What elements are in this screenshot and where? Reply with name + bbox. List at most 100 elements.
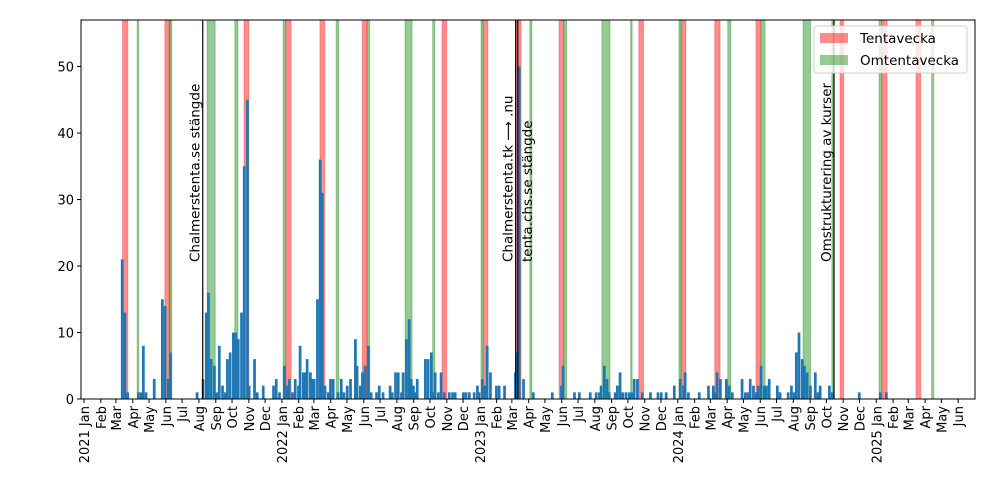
x-tick-label: May [143,406,158,433]
histogram-bar [215,392,218,399]
histogram-bar [683,372,687,399]
histogram-bar [413,392,417,399]
histogram-bar [396,372,400,399]
histogram-bar [743,392,747,399]
event-label: Chalmerstenta.se stängde [188,84,204,262]
histogram-bar [765,385,768,399]
legend-box [813,25,968,74]
histogram-bar [429,352,433,399]
x-tick-label: Mar [110,405,125,430]
x-tick-label: 2025 Jan [870,406,885,463]
omtentavecka-band [678,19,682,400]
histogram-bar [298,345,302,399]
histogram-bar [495,385,498,399]
histogram-bar [828,385,831,399]
event-label: Omstrukturering av kurser [819,82,835,262]
tentavecka-band [755,19,762,400]
x-tick-label: Feb [887,406,902,429]
histogram-bar [274,379,278,399]
x-tick-label: Mar [308,405,323,430]
histogram-bar [879,392,882,399]
histogram-bar [142,345,145,399]
histogram-bar [240,312,243,399]
histogram-bar [255,392,259,399]
x-tick-label: Feb [293,406,308,429]
histogram-bar [166,379,170,399]
histogram-bar [588,392,592,399]
histogram-bar [672,385,676,399]
histogram-bar [326,392,330,399]
y-tick-label: 10 [57,327,74,342]
x-tick-label: Aug [787,406,802,431]
histogram-bar [550,392,554,399]
histogram-bar [656,392,660,399]
histogram-bar [630,392,634,399]
tentavecka-band [638,19,645,400]
x-tick-label: Oct [820,406,835,428]
x-tick-label: Dec [655,406,670,431]
histogram-bar [246,99,249,399]
histogram-bar [818,385,822,399]
histogram-bar [522,379,525,399]
histogram-bar [485,345,489,399]
omtentavecka-band [878,19,883,400]
histogram-bar [137,392,140,399]
x-tick-label: Feb [491,406,506,429]
histogram-bar [291,392,294,399]
legend-tentavecka-label: Tentavecka [859,31,936,47]
histogram-bar [453,392,457,399]
x-tick-label: Sep [408,406,423,431]
histogram-bar [602,365,606,399]
histogram-bar [627,392,631,399]
histogram-bar [615,385,619,399]
histogram-bar [786,392,790,399]
histogram-bar [139,392,143,399]
histogram-bar [405,339,408,399]
tentavecka-band [839,19,845,400]
histogram-bar [301,372,305,399]
x-tick-label: Oct [424,406,439,428]
histogram-bar [401,372,405,399]
histogram-bar [477,392,481,399]
x-tick-label: Apr [919,405,934,428]
histogram-bar [297,385,300,399]
histogram-bar [283,365,286,399]
omtentavecka-band [282,19,287,400]
histogram-bar [467,392,471,399]
histogram-bar [778,392,782,399]
histogram-bar [363,365,367,399]
omtentavecka-band [630,19,633,400]
x-tick-label: Aug [589,406,604,431]
histogram-bar [236,339,240,399]
x-axis: 2021 Jan Feb Mar Apr May Jun Jul Aug Sep Oct Nov De… [78,399,967,463]
x-tick-label: Nov [441,406,456,432]
x-tick-label: May [539,406,554,433]
tentavecka-band [558,19,565,400]
tentavecka-band [714,19,721,400]
x-tick-label: Jun [160,406,175,427]
histogram-bar [287,379,291,399]
histogram-bar [369,392,373,399]
histogram-bar [377,385,381,399]
histogram-bar [409,379,413,399]
y-axis: 0 10 20 30 40 50 [57,61,81,408]
histogram-bar [349,379,352,399]
plot-frame [80,19,976,400]
histogram-bar [476,385,479,399]
x-tick-label: Nov [837,406,852,432]
x-tick-label: Apr [127,405,142,428]
histogram-bar [204,312,208,399]
histogram-bar [388,385,392,399]
legend: Tentavecka Omtentavecka [813,25,968,74]
x-tick-label: Jun [556,406,571,427]
histogram-bar [381,392,385,399]
histogram-bar [472,392,476,399]
histogram-bar [857,392,861,399]
histogram-bar [797,332,801,399]
legend-tentavecka-swatch [820,33,848,43]
histogram-bar [415,379,419,399]
x-tick-label: 2024 Jan [672,406,687,463]
histogram-bar [803,365,806,399]
x-tick-label: Oct [226,406,241,428]
histogram-bar [339,379,343,399]
